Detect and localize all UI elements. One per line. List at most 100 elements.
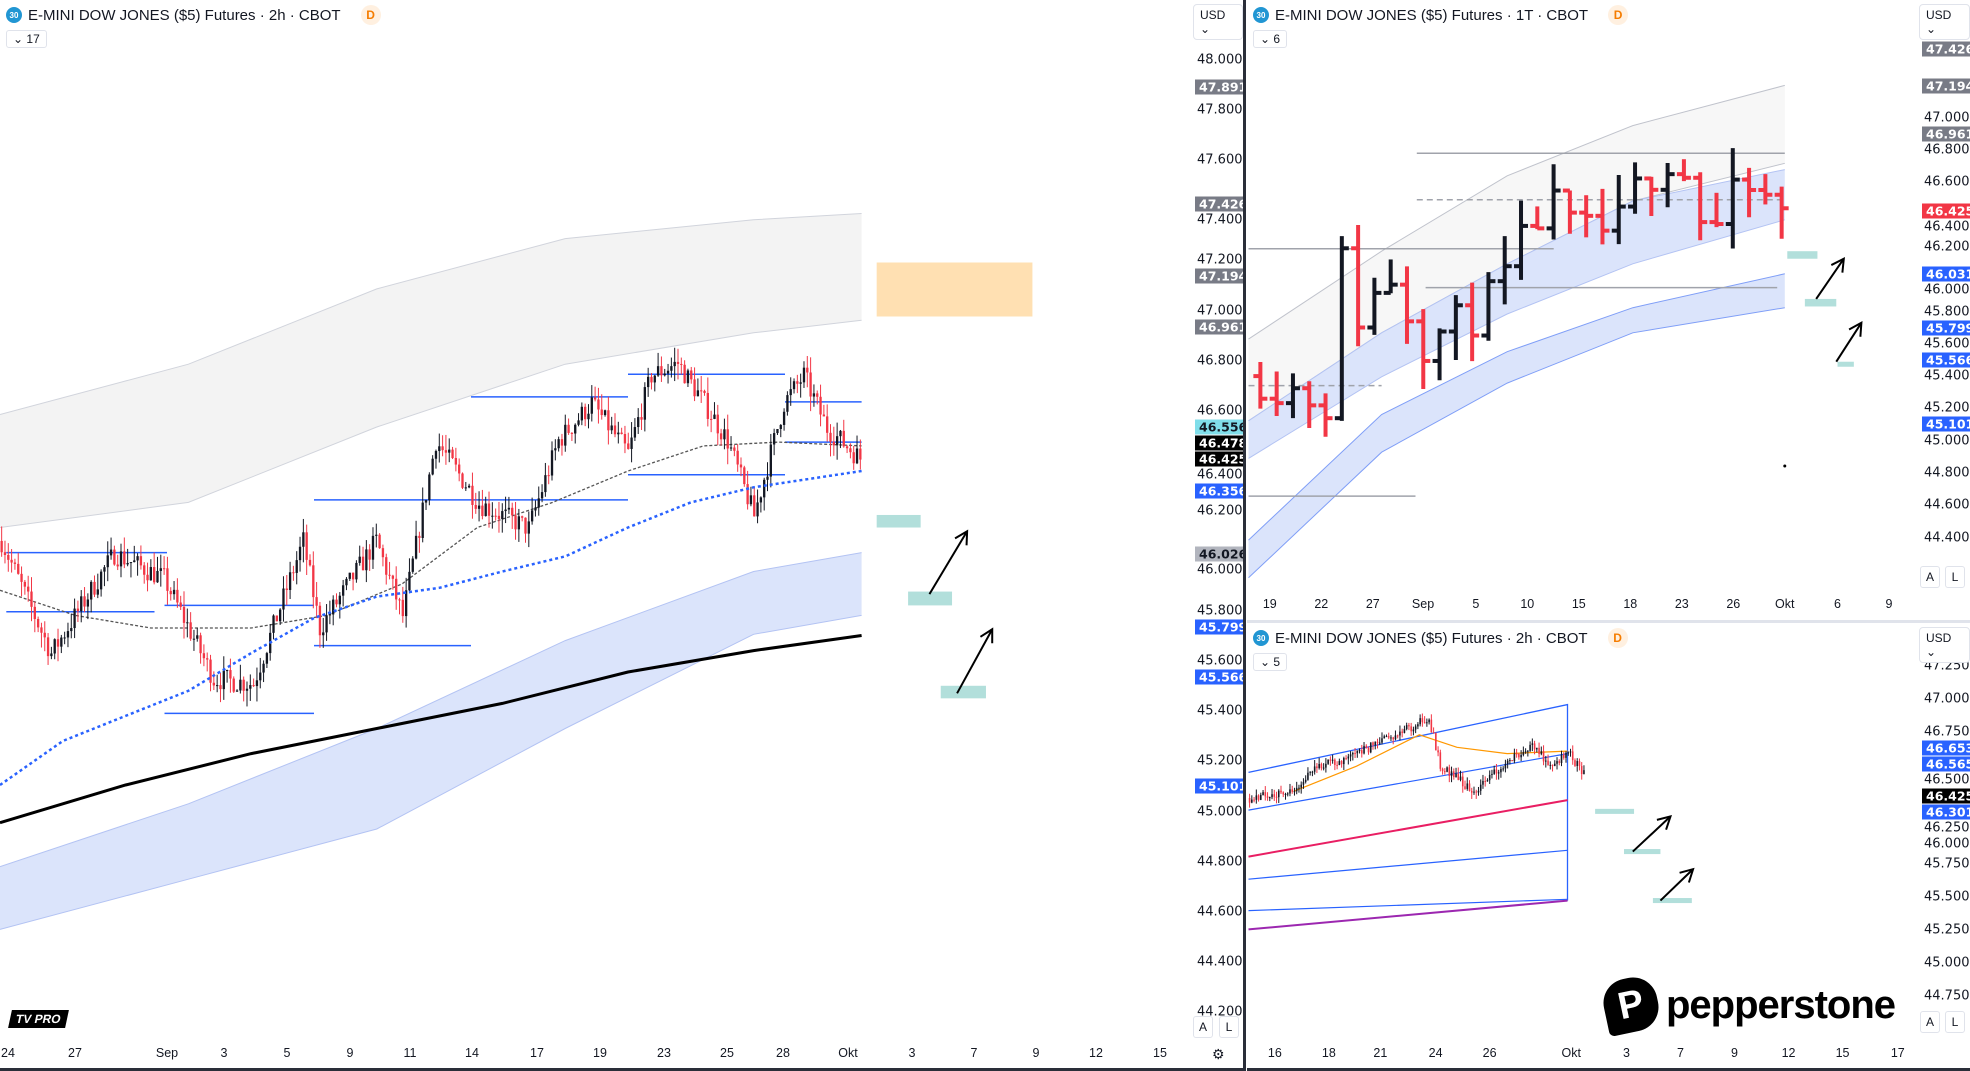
candle — [607, 410, 610, 431]
indicators-toggle[interactable]: ⌄ 6 — [1253, 30, 1288, 48]
symbol-header[interactable]: 30 E-MINI DOW JONES ($5) Futures · 2h · … — [6, 5, 381, 25]
candle — [123, 551, 126, 565]
symbol-title[interactable]: E-MINI DOW JONES ($5) Futures · 1T · CBO… — [1275, 6, 1589, 24]
price-tag: 46.653 — [1922, 740, 1970, 756]
currency-select[interactable]: USD ⌄ — [1193, 4, 1243, 40]
indicators-toggle[interactable]: ⌄ 17 — [6, 30, 47, 48]
price-tick-label: 45.000 — [1197, 804, 1243, 819]
delayed-data-badge[interactable]: D — [1607, 628, 1628, 648]
upper-band — [1248, 85, 1785, 421]
price-tick-label: 46.500 — [1924, 772, 1970, 788]
price-tick-label: 44.800 — [1197, 854, 1243, 870]
candle — [703, 390, 706, 393]
price-tag: 45.101 — [1195, 778, 1243, 794]
plot-area-left[interactable] — [0, 0, 1243, 1068]
candle — [153, 567, 156, 583]
candle — [507, 507, 511, 510]
indicators-toggle[interactable]: ⌄ 5 — [1253, 653, 1288, 671]
candle — [1515, 753, 1518, 755]
log-scale-button[interactable]: L — [1945, 566, 1965, 588]
candle — [414, 535, 418, 559]
time-tick-label: 5 — [1472, 597, 1480, 611]
candle — [282, 588, 285, 610]
symbol-title[interactable]: E-MINI DOW JONES ($5) Futures · 2h · CBO… — [28, 6, 341, 24]
target-box — [1804, 298, 1837, 307]
candle — [842, 430, 845, 447]
candle — [1475, 791, 1478, 793]
candle — [1583, 770, 1585, 775]
candle — [550, 450, 554, 476]
candle — [252, 685, 255, 687]
candle — [106, 555, 109, 568]
time-tick-label: 5 — [283, 1046, 291, 1060]
candle — [1316, 766, 1318, 769]
delayed-data-badge[interactable]: D — [360, 5, 381, 25]
auto-scale-button[interactable]: A — [1920, 566, 1940, 588]
price-tag: 46.026 — [1195, 546, 1243, 562]
candle — [650, 376, 653, 383]
candle — [739, 464, 743, 468]
candle — [497, 515, 501, 519]
log-scale-button[interactable]: L — [1945, 1011, 1965, 1033]
candle — [719, 433, 723, 440]
candle — [643, 387, 647, 420]
candle — [1513, 753, 1516, 762]
candle — [723, 429, 726, 440]
candle — [1298, 787, 1300, 789]
price-tick-label: 47.000 — [1924, 110, 1970, 126]
time-tick-label: Okt — [1561, 1046, 1581, 1060]
candle — [786, 395, 789, 412]
candle — [1446, 767, 1448, 772]
candle — [1432, 732, 1435, 734]
candle — [312, 565, 315, 598]
time-tick-label: 12 — [1781, 1046, 1796, 1060]
chart-panel-top-right[interactable]: 30 E-MINI DOW JONES ($5) Futures · 1T · … — [1247, 0, 1970, 623]
candle — [30, 591, 33, 607]
delayed-data-badge[interactable]: D — [1608, 5, 1629, 25]
candle — [424, 500, 428, 503]
currency-select[interactable]: USD ⌄ — [1919, 4, 1970, 40]
candle — [202, 653, 206, 659]
chart-panel-left[interactable]: 30 E-MINI DOW JONES ($5) Futures · 2h · … — [0, 0, 1246, 1071]
candle — [521, 516, 524, 518]
currency-select[interactable]: USD ⌄ — [1919, 627, 1970, 663]
symbol-header[interactable]: 30 E-MINI DOW JONES ($5) Futures · 2h · … — [1253, 628, 1628, 648]
price-tag: 46.425 — [1195, 451, 1243, 467]
candle — [1419, 718, 1421, 725]
target-box — [940, 685, 986, 699]
lower-band-lower — [1248, 307, 1785, 579]
symbol-title[interactable]: E-MINI DOW JONES ($5) Futures · 2h · CBO… — [1275, 629, 1588, 647]
candle — [1286, 793, 1289, 795]
candle — [1343, 757, 1345, 765]
candle — [355, 562, 358, 580]
auto-scale-button[interactable]: A — [1920, 1011, 1940, 1033]
gear-icon[interactable]: ⚙ — [1212, 1046, 1225, 1062]
price-tag: 46.565 — [1922, 756, 1970, 772]
candle — [1257, 795, 1260, 800]
candle — [23, 581, 27, 587]
symbol-header[interactable]: 30 E-MINI DOW JONES ($5) Futures · 1T · … — [1253, 5, 1629, 25]
candle — [826, 416, 829, 433]
price-tick-label: 44.200 — [1197, 1004, 1243, 1020]
candle — [119, 551, 123, 567]
candle — [225, 670, 229, 672]
candle — [855, 448, 859, 464]
candle — [729, 447, 733, 449]
auto-scale-button[interactable]: A — [1193, 1016, 1213, 1038]
time-tick-label: Okt — [838, 1046, 858, 1060]
candle — [428, 474, 431, 501]
candle — [590, 397, 593, 414]
price-tick-label: 45.600 — [1197, 653, 1243, 669]
price-tick-label: 44.400 — [1924, 530, 1970, 546]
candle — [1437, 750, 1439, 753]
price-tick-label: 44.600 — [1197, 904, 1243, 920]
time-tick-label: Sep — [1411, 597, 1435, 611]
candle — [1452, 771, 1455, 777]
candle — [839, 430, 842, 437]
candle — [33, 606, 36, 619]
log-scale-button[interactable]: L — [1219, 1016, 1239, 1038]
plot-area-top-right[interactable] — [1247, 0, 1970, 620]
candle — [421, 502, 424, 538]
plot-area-bottom-right[interactable] — [1247, 623, 1970, 1068]
candle — [1277, 790, 1280, 798]
